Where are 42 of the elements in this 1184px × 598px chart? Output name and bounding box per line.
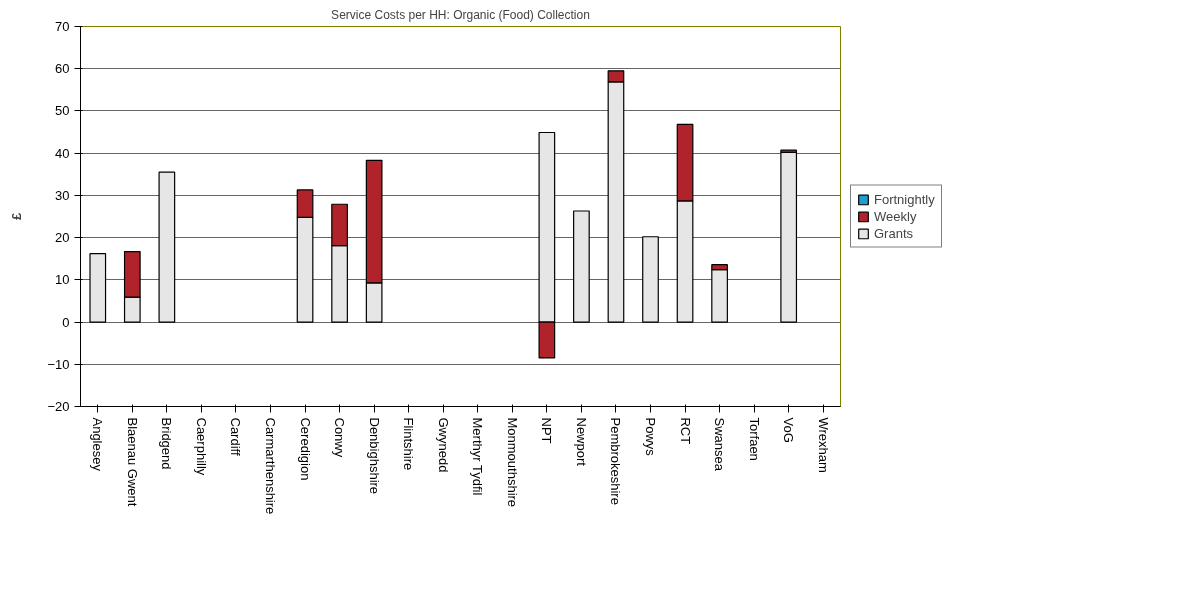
x-tick-label: RCT [677,417,693,445]
y-tick-label: 40 [55,145,70,161]
y-tick-label: 70 [55,19,70,34]
legend-label: Weekly [874,208,917,224]
x-tick-label: Pembrokeshire [608,417,624,505]
bar [642,236,659,323]
x-tick-label: NPT [539,417,555,444]
y-tick-label: 20 [55,230,70,246]
x-tick-label: Anglesey [90,417,106,472]
x-tick-label: Torfaen [746,417,762,461]
bar [89,253,107,323]
y-tick-label: −10 [47,356,70,372]
bar [780,151,798,323]
x-tick-label: Bridgend [159,417,175,470]
x-tick-label: Cardiff [228,417,244,456]
x-tick-label: Ceredigion [297,417,313,481]
y-tick-label: 30 [55,187,70,203]
y-axis-title: £ [9,212,25,221]
bar [573,210,590,323]
y-tick-label: 60 [55,61,70,77]
x-tick-label: Swansea [712,417,728,472]
y-tick-label: 50 [55,103,70,119]
x-tick-label: Caerphilly [193,417,209,476]
chart-title: Service Costs per HH: Organic (Food) Collection [331,7,590,22]
y-tick-label: −20 [47,399,70,414]
y-tick-label: 0 [62,314,70,330]
x-tick-label: Flintshire [401,417,417,471]
y-tick-label: 10 [55,272,70,288]
x-tick-label: Wrexham [815,417,831,473]
x-tick-label: Carmarthenshire [263,417,278,515]
x-tick-label: Powys [643,417,658,457]
x-tick-label: Conwy [332,417,348,458]
bar [158,171,176,323]
x-tick-label: Monmouthshire [504,417,520,508]
x-tick-label: VoG [781,417,797,443]
x-tick-label: Denbighshire [366,417,382,495]
x-tick-label: Blaenau Gwent [124,417,140,507]
x-tick-label: Merthyr Tydfil [470,417,486,496]
legend-label: Fortnightly [874,191,935,207]
legend-label: Grants [874,225,914,241]
x-tick-label: Newport [573,417,589,467]
x-tick-label: Gwynedd [435,417,451,473]
